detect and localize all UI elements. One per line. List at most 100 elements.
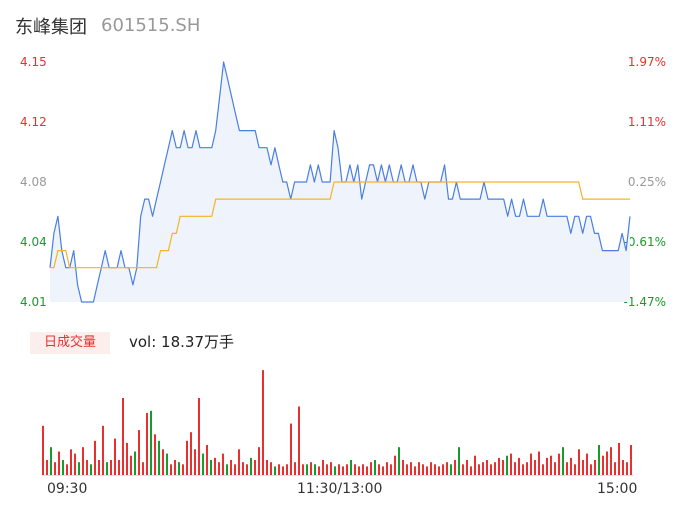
volume-bar bbox=[86, 460, 88, 475]
volume-bar bbox=[310, 462, 312, 475]
volume-bar bbox=[290, 423, 292, 475]
volume-bar bbox=[274, 466, 276, 475]
volume-bar bbox=[82, 447, 84, 475]
y-tick-left-4: 4.01 bbox=[20, 295, 47, 309]
volume-bar bbox=[430, 462, 432, 475]
volume-bar bbox=[74, 453, 76, 475]
volume-bar bbox=[530, 453, 532, 475]
volume-bar bbox=[614, 462, 616, 475]
volume-bar bbox=[578, 449, 580, 475]
volume-bar bbox=[178, 462, 180, 475]
volume-bar bbox=[218, 462, 220, 475]
volume-bar bbox=[326, 464, 328, 475]
volume-bar bbox=[502, 460, 504, 475]
volume-bar bbox=[594, 460, 596, 475]
volume-bar bbox=[138, 430, 140, 475]
price-line bbox=[49, 61, 631, 303]
volume-bar bbox=[302, 464, 304, 475]
volume-bar bbox=[182, 464, 184, 475]
volume-bar bbox=[238, 449, 240, 475]
volume-bar bbox=[46, 460, 48, 475]
volume-bar bbox=[70, 449, 72, 475]
volume-bar bbox=[230, 460, 232, 475]
volume-bar bbox=[414, 466, 416, 475]
volume-bar bbox=[194, 449, 196, 475]
volume-bar bbox=[110, 460, 112, 475]
volume-bar bbox=[206, 445, 208, 475]
y-tick-left-3: 4.04 bbox=[20, 235, 47, 249]
volume-bar bbox=[374, 460, 376, 475]
volume-bar bbox=[510, 453, 512, 475]
volume-bar bbox=[362, 464, 364, 475]
volume-bar bbox=[122, 398, 124, 475]
y-tick-left-0: 4.15 bbox=[20, 55, 47, 69]
volume-bar bbox=[426, 466, 428, 475]
y-tick-right-0: 1.97% bbox=[627, 55, 666, 69]
volume-bar bbox=[334, 466, 336, 475]
volume-bar bbox=[150, 410, 152, 475]
volume-bar bbox=[202, 453, 204, 475]
volume-bar bbox=[522, 464, 524, 475]
volume-bar bbox=[342, 466, 344, 475]
volume-bar bbox=[434, 464, 436, 475]
volume-bar bbox=[162, 449, 164, 475]
volume-bar bbox=[190, 432, 192, 475]
volume-bar bbox=[270, 462, 272, 475]
volume-bar bbox=[562, 447, 564, 475]
volume-bar bbox=[550, 455, 552, 475]
volume-bar bbox=[506, 455, 508, 475]
volume-bar bbox=[286, 464, 288, 475]
volume-info: vol: 18.37万手 bbox=[129, 333, 234, 351]
volume-bar bbox=[234, 464, 236, 475]
volume-bar bbox=[170, 464, 172, 475]
volume-bar bbox=[482, 462, 484, 475]
volume-bar bbox=[558, 453, 560, 475]
volume-bar bbox=[278, 464, 280, 475]
volume-bar bbox=[366, 466, 368, 475]
volume-bar bbox=[554, 462, 556, 475]
y-tick-left-1: 4.12 bbox=[20, 115, 47, 129]
volume-bar bbox=[118, 460, 120, 475]
volume-bar bbox=[174, 460, 176, 475]
volume-bar bbox=[450, 464, 452, 475]
volume-bar bbox=[226, 464, 228, 475]
y-tick-right-2: 0.25% bbox=[627, 175, 666, 189]
volume-bar bbox=[298, 406, 300, 475]
volume-bar bbox=[606, 451, 608, 475]
volume-bar bbox=[306, 464, 308, 475]
volume-bar bbox=[126, 442, 128, 475]
volume-bar bbox=[466, 460, 468, 475]
volume-bar bbox=[514, 462, 516, 475]
volume-bar bbox=[158, 440, 160, 475]
volume-bar bbox=[114, 438, 116, 475]
x-tick-midday: 11:30/13:00 bbox=[297, 481, 383, 497]
volume-bar bbox=[394, 455, 396, 475]
volume-bar bbox=[626, 462, 628, 475]
volume-bar bbox=[258, 447, 260, 475]
volume-bar bbox=[314, 464, 316, 475]
volume-bar bbox=[210, 460, 212, 475]
volume-bar bbox=[154, 434, 156, 475]
volume-bar bbox=[50, 447, 52, 475]
volume-bar bbox=[246, 464, 248, 475]
volume-bar bbox=[598, 445, 600, 475]
volume-bar bbox=[526, 462, 528, 475]
volume-bar bbox=[446, 462, 448, 475]
volume-bar bbox=[346, 464, 348, 475]
volume-bar bbox=[294, 462, 296, 475]
volume-bar bbox=[542, 464, 544, 475]
volume-bar bbox=[66, 464, 68, 475]
volume-bar bbox=[62, 460, 64, 475]
y-tick-right-4: -1.47% bbox=[623, 295, 666, 309]
volume-bar bbox=[42, 425, 44, 475]
volume-bar bbox=[106, 462, 108, 475]
volume-bar bbox=[398, 447, 400, 475]
stock-code: 601515.SH bbox=[101, 15, 201, 36]
volume-bar bbox=[54, 462, 56, 475]
volume-bar bbox=[382, 466, 384, 475]
volume-bar bbox=[386, 462, 388, 475]
volume-bar bbox=[134, 451, 136, 475]
volume-bar bbox=[350, 460, 352, 475]
volume-bar bbox=[538, 451, 540, 475]
